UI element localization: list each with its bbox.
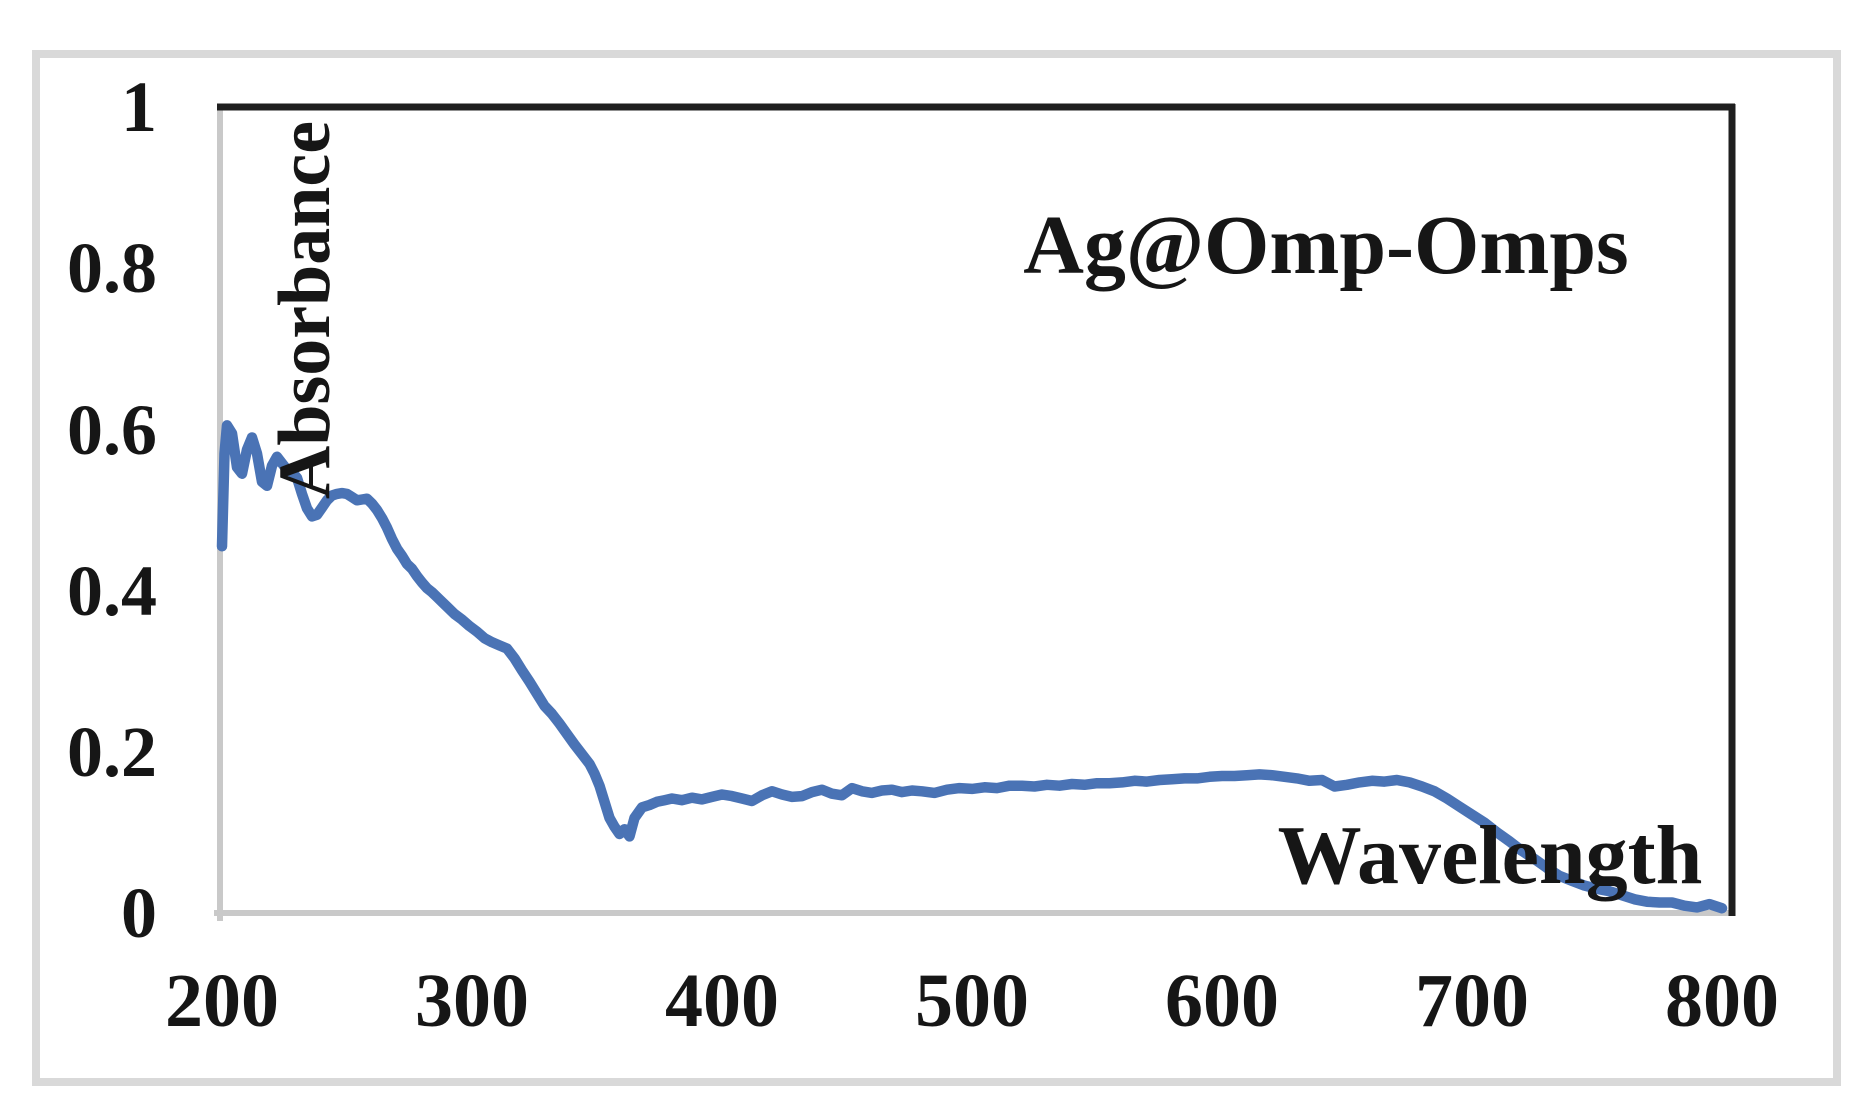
x-tick-label: 300 (415, 959, 529, 1043)
spectrum-curve (216, 420, 1728, 914)
x-tick-label: 200 (165, 959, 279, 1043)
x-tick-label: 500 (915, 959, 1029, 1043)
series-label: Ag@Omp-Omps (1023, 199, 1629, 292)
y-axis-title: Absorbance (264, 121, 346, 499)
y-tick-label: 0.8 (67, 228, 157, 308)
x-tick-label: 800 (1665, 959, 1779, 1043)
x-tick-label: 400 (665, 959, 779, 1043)
x-tick-label: 600 (1165, 959, 1279, 1043)
y-tick-label: 0.6 (67, 390, 157, 470)
y-tick-label: 0 (121, 873, 157, 953)
y-tick-label: 0.4 (67, 551, 157, 631)
y-tick-label: 1 (121, 67, 157, 147)
y-tick-label: 0.2 (67, 712, 157, 792)
x-axis-title: Wavelength (1278, 809, 1703, 902)
x-tick-label: 700 (1415, 959, 1529, 1043)
